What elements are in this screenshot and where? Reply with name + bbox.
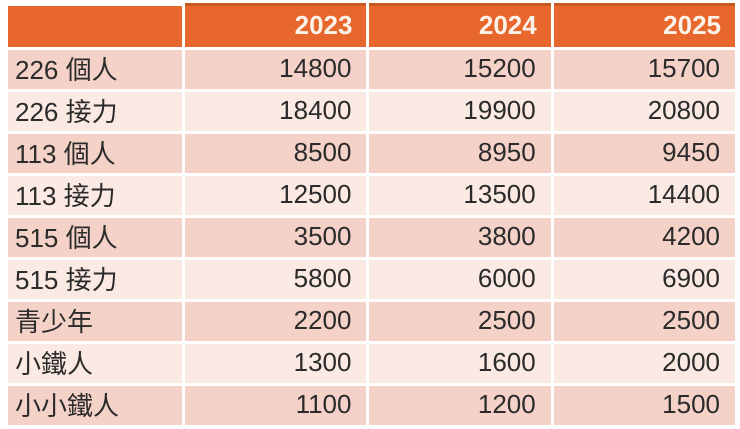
table-body: 226 個人 14800 15200 15700 226 接力 18400 19… [8, 50, 735, 425]
row-label: 515 接力 [8, 260, 183, 299]
value-cell: 15700 [553, 50, 735, 89]
table-row: 515 個人 3500 3800 4200 [8, 218, 735, 257]
table-row: 515 接力 5800 6000 6900 [8, 260, 735, 299]
value-cell: 2200 [185, 302, 367, 341]
value-cell: 3500 [185, 218, 367, 257]
value-cell: 6000 [369, 260, 551, 299]
value-cell: 6900 [553, 260, 735, 299]
header-cell-empty [8, 3, 183, 47]
table-row: 226 接力 18400 19900 20800 [8, 92, 735, 131]
value-cell: 12500 [185, 176, 367, 215]
value-cell: 1200 [369, 386, 551, 425]
value-cell: 8950 [369, 134, 551, 173]
table-header: 2023 2024 2025 [8, 3, 735, 47]
table-row: 小鐵人 1300 1600 2000 [8, 344, 735, 383]
value-cell: 4200 [553, 218, 735, 257]
table-row: 小小鐵人 1100 1200 1500 [8, 386, 735, 425]
value-cell: 19900 [369, 92, 551, 131]
header-cell-year-2025: 2025 [553, 3, 735, 47]
row-label: 小鐵人 [8, 344, 183, 383]
header-cell-year-2023: 2023 [185, 3, 367, 47]
value-cell: 9450 [553, 134, 735, 173]
table-row: 青少年 2200 2500 2500 [8, 302, 735, 341]
table-row: 113 個人 8500 8950 9450 [8, 134, 735, 173]
value-cell: 15200 [369, 50, 551, 89]
row-label: 小小鐵人 [8, 386, 183, 425]
value-cell: 14800 [185, 50, 367, 89]
value-cell: 5800 [185, 260, 367, 299]
value-cell: 2500 [553, 302, 735, 341]
row-label: 113 個人 [8, 134, 183, 173]
table-row: 113 接力 12500 13500 14400 [8, 176, 735, 215]
value-cell: 3800 [369, 218, 551, 257]
value-cell: 1500 [553, 386, 735, 425]
value-cell: 2500 [369, 302, 551, 341]
table-row: 226 個人 14800 15200 15700 [8, 50, 735, 89]
value-cell: 1100 [185, 386, 367, 425]
row-label: 226 個人 [8, 50, 183, 89]
row-label: 226 接力 [8, 92, 183, 131]
pricing-table: 2023 2024 2025 226 個人 14800 15200 15700 … [5, 0, 738, 428]
value-cell: 20800 [553, 92, 735, 131]
header-row: 2023 2024 2025 [8, 3, 735, 47]
row-label: 113 接力 [8, 176, 183, 215]
value-cell: 1300 [185, 344, 367, 383]
value-cell: 1600 [369, 344, 551, 383]
row-label: 青少年 [8, 302, 183, 341]
value-cell: 13500 [369, 176, 551, 215]
value-cell: 8500 [185, 134, 367, 173]
row-label: 515 個人 [8, 218, 183, 257]
header-cell-year-2024: 2024 [369, 3, 551, 47]
value-cell: 2000 [553, 344, 735, 383]
value-cell: 18400 [185, 92, 367, 131]
value-cell: 14400 [553, 176, 735, 215]
